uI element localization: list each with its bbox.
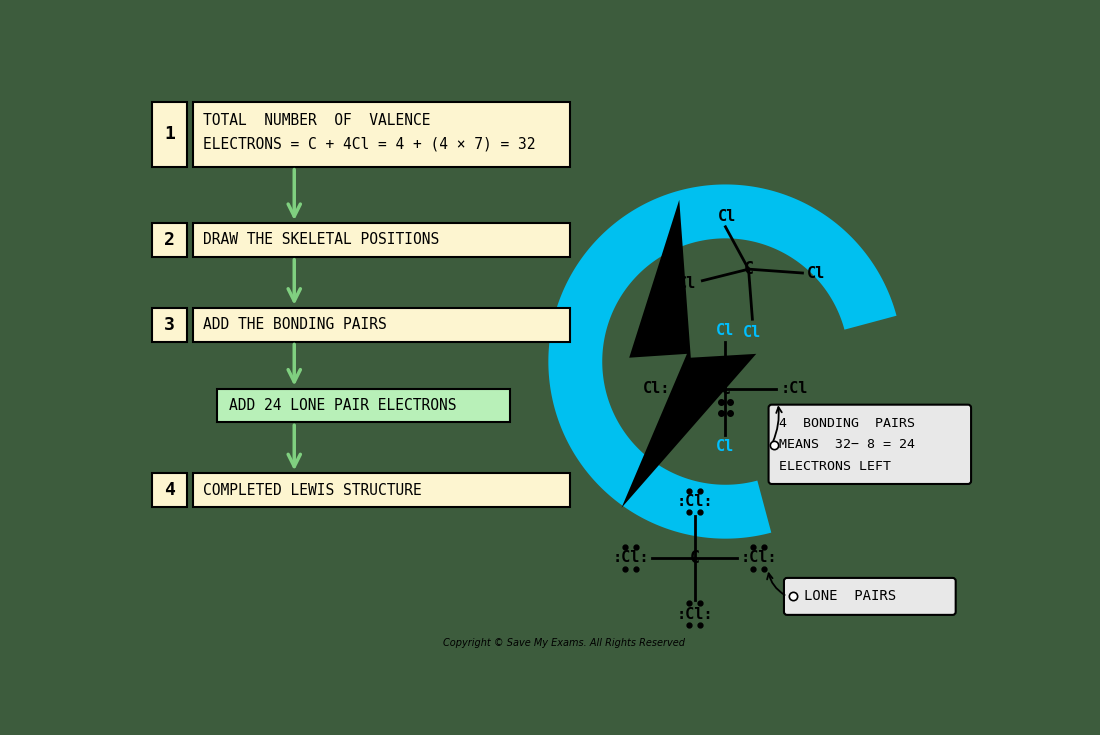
Text: Cl: Cl bbox=[716, 439, 735, 453]
Text: 1: 1 bbox=[164, 126, 175, 143]
Text: C: C bbox=[744, 260, 754, 278]
Bar bbox=[192, 473, 570, 507]
Bar bbox=[192, 308, 570, 342]
Text: Cl: Cl bbox=[678, 276, 696, 290]
Text: Cl: Cl bbox=[807, 265, 825, 281]
Text: :Cl:: :Cl: bbox=[613, 551, 649, 565]
Bar bbox=[218, 389, 510, 423]
Text: LONE  PAIRS: LONE PAIRS bbox=[804, 589, 896, 603]
Text: :Cl:: :Cl: bbox=[676, 494, 713, 509]
Text: COMPLETED LEWIS STRUCTURE: COMPLETED LEWIS STRUCTURE bbox=[204, 483, 422, 498]
Text: MEANS  32− 8 = 24: MEANS 32− 8 = 24 bbox=[779, 438, 915, 451]
Text: Cl: Cl bbox=[718, 209, 736, 224]
Polygon shape bbox=[549, 184, 896, 539]
Text: ELECTRONS LEFT: ELECTRONS LEFT bbox=[779, 460, 891, 473]
Text: TOTAL  NUMBER  OF  VALENCE: TOTAL NUMBER OF VALENCE bbox=[204, 113, 431, 128]
Text: Copyright © Save My Exams. All Rights Reserved: Copyright © Save My Exams. All Rights Re… bbox=[442, 637, 684, 648]
Bar bbox=[152, 102, 187, 167]
Text: 4: 4 bbox=[164, 481, 175, 499]
Text: ADD 24 LONE PAIR ELECTRONS: ADD 24 LONE PAIR ELECTRONS bbox=[229, 398, 456, 413]
Text: ELECTRONS = C + 4Cl = 4 + (4 × 7) = 32: ELECTRONS = C + 4Cl = 4 + (4 × 7) = 32 bbox=[204, 136, 536, 151]
FancyBboxPatch shape bbox=[769, 405, 971, 484]
Text: C: C bbox=[690, 549, 700, 567]
Text: Cl: Cl bbox=[716, 323, 735, 338]
Text: DRAW THE SKELETAL POSITIONS: DRAW THE SKELETAL POSITIONS bbox=[204, 232, 440, 248]
Text: ADD THE BONDING PAIRS: ADD THE BONDING PAIRS bbox=[204, 317, 387, 332]
Bar bbox=[152, 223, 187, 257]
Bar bbox=[152, 308, 187, 342]
Text: :Cl: :Cl bbox=[781, 381, 808, 396]
Text: Cl: Cl bbox=[744, 325, 761, 340]
Text: 2: 2 bbox=[164, 231, 175, 249]
Bar bbox=[192, 102, 570, 167]
FancyBboxPatch shape bbox=[784, 578, 956, 615]
Polygon shape bbox=[621, 200, 757, 508]
Text: :Cl:: :Cl: bbox=[740, 551, 777, 565]
Text: Cl:: Cl: bbox=[642, 381, 670, 396]
Text: :Cl:: :Cl: bbox=[676, 606, 713, 622]
Bar bbox=[192, 223, 570, 257]
Bar bbox=[152, 473, 187, 507]
Text: C: C bbox=[720, 379, 730, 398]
Text: 3: 3 bbox=[164, 315, 175, 334]
Text: 4  BONDING  PAIRS: 4 BONDING PAIRS bbox=[779, 417, 915, 430]
